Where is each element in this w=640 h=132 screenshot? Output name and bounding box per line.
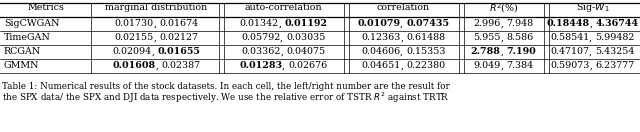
Text: ,: ,: [401, 62, 406, 70]
Text: ,: ,: [589, 62, 596, 70]
Text: Table 1: Numerical results of the stock datasets. In each cell, the left/right n: Table 1: Numerical results of the stock …: [2, 82, 450, 91]
Text: 0.04651: 0.04651: [362, 62, 401, 70]
Text: the SPX data/ the SPX and DJI data respectively. We use the relative error of TS: the SPX data/ the SPX and DJI data respe…: [2, 91, 450, 105]
Text: 4.36744: 4.36744: [595, 20, 639, 29]
Text: 0.04606: 0.04606: [361, 48, 401, 56]
Text: 8.586: 8.586: [507, 34, 534, 43]
Text: 0.05792: 0.05792: [241, 34, 280, 43]
Text: 0.01730: 0.01730: [115, 20, 154, 29]
Text: 0.07435: 0.07435: [406, 20, 449, 29]
Text: 0.02155: 0.02155: [115, 34, 154, 43]
Text: 7.190: 7.190: [507, 48, 536, 56]
Text: 6.23777: 6.23777: [596, 62, 635, 70]
Text: ,: ,: [500, 48, 507, 56]
Text: auto-correlation: auto-correlation: [244, 4, 323, 13]
Text: 7.384: 7.384: [507, 62, 534, 70]
Text: 0.12363: 0.12363: [361, 34, 401, 43]
Text: TimeGAN: TimeGAN: [4, 34, 51, 43]
Text: 0.02127: 0.02127: [159, 34, 198, 43]
Text: ,: ,: [280, 48, 287, 56]
Text: 0.02094: 0.02094: [113, 48, 152, 56]
Text: 0.04075: 0.04075: [287, 48, 326, 56]
Text: 0.01283: 0.01283: [239, 62, 282, 70]
Text: 5.99482: 5.99482: [595, 34, 635, 43]
Text: 2.788: 2.788: [470, 48, 500, 56]
Text: ,: ,: [282, 62, 289, 70]
Text: 0.18448: 0.18448: [547, 20, 589, 29]
Text: ,: ,: [278, 20, 285, 29]
Text: ,: ,: [500, 62, 507, 70]
Text: ,: ,: [401, 20, 406, 29]
Text: ,: ,: [152, 48, 157, 56]
Text: Metrics: Metrics: [28, 4, 65, 13]
Text: ,: ,: [154, 34, 159, 43]
Text: Sig-$W_1$: Sig-$W_1$: [575, 1, 609, 15]
Text: 5.43254: 5.43254: [595, 48, 635, 56]
Text: 9.049: 9.049: [474, 62, 500, 70]
Text: 2.996: 2.996: [473, 20, 500, 29]
Text: ,: ,: [500, 20, 507, 29]
Text: 0.01674: 0.01674: [159, 20, 198, 29]
Text: 0.03362: 0.03362: [241, 48, 280, 56]
Text: ,: ,: [589, 34, 595, 43]
Text: ,: ,: [500, 34, 507, 43]
Text: 0.01342: 0.01342: [239, 20, 278, 29]
Text: $R^2$(%): $R^2$(%): [489, 1, 518, 15]
Text: 0.59073: 0.59073: [550, 62, 589, 70]
Text: ,: ,: [589, 20, 595, 29]
Text: 0.01608: 0.01608: [113, 62, 156, 70]
Text: marginal distribution: marginal distribution: [106, 4, 207, 13]
Text: 0.01655: 0.01655: [157, 48, 200, 56]
Text: ,: ,: [280, 34, 287, 43]
Text: 0.22380: 0.22380: [406, 62, 445, 70]
Text: 0.03035: 0.03035: [287, 34, 326, 43]
Text: ,: ,: [156, 62, 161, 70]
Text: SigCWGAN: SigCWGAN: [4, 20, 60, 29]
Text: GMMN: GMMN: [4, 62, 40, 70]
Text: 5.955: 5.955: [473, 34, 500, 43]
Text: 0.02676: 0.02676: [289, 62, 328, 70]
Text: ,: ,: [589, 48, 595, 56]
Text: 0.01079: 0.01079: [358, 20, 401, 29]
Text: 0.15353: 0.15353: [406, 48, 446, 56]
Text: 0.01192: 0.01192: [285, 20, 328, 29]
Text: ,: ,: [401, 34, 406, 43]
Text: ,: ,: [154, 20, 159, 29]
Text: 7.948: 7.948: [507, 20, 534, 29]
Text: 0.02387: 0.02387: [161, 62, 200, 70]
Text: 0.61488: 0.61488: [406, 34, 445, 43]
Text: RCGAN: RCGAN: [4, 48, 41, 56]
Text: correlation: correlation: [377, 4, 430, 13]
Text: ,: ,: [401, 48, 406, 56]
Text: 0.58541: 0.58541: [550, 34, 589, 43]
Text: 0.47107: 0.47107: [550, 48, 589, 56]
